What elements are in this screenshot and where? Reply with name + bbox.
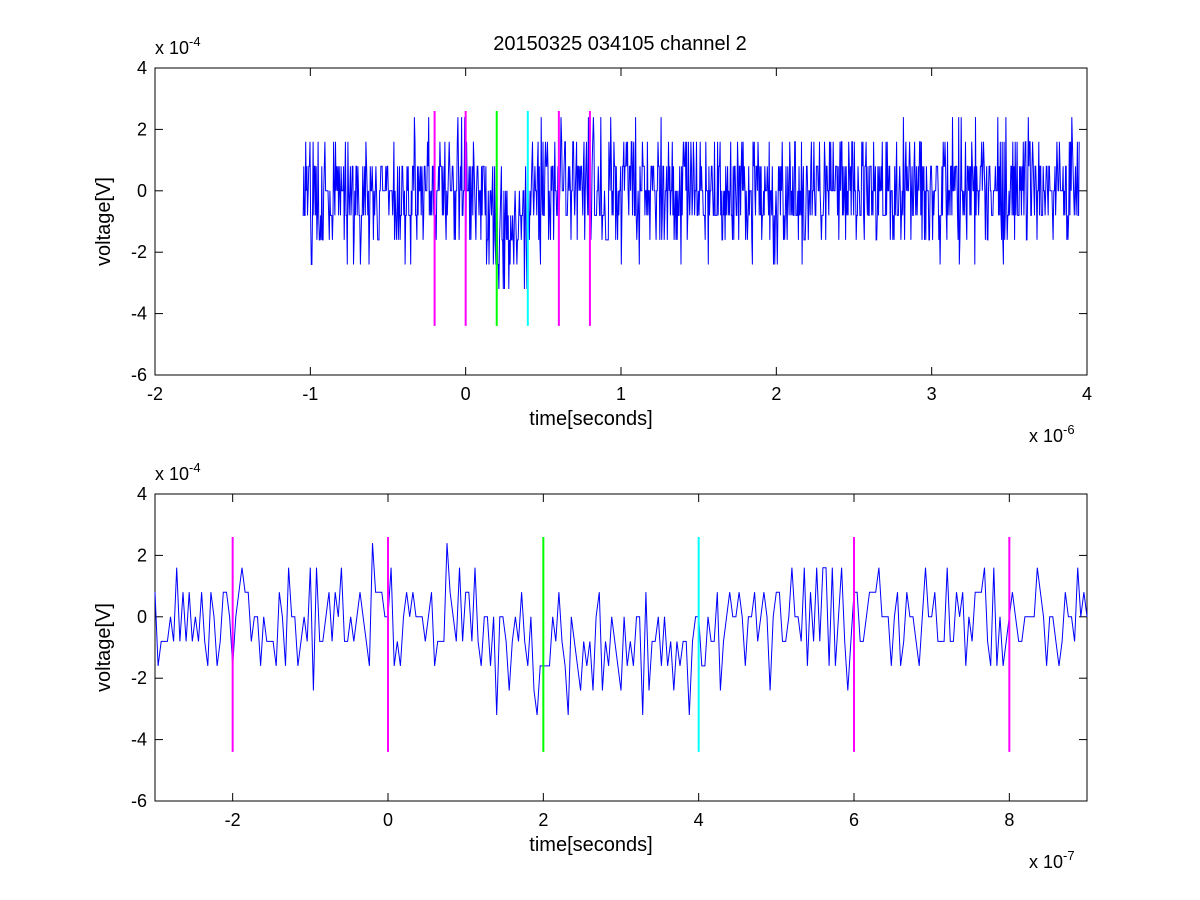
- x-tick-label: -2: [147, 384, 163, 404]
- x-tick-label: 4: [694, 810, 704, 830]
- x-tick-label: -2: [225, 810, 241, 830]
- x-multiplier: x 10-6: [1029, 422, 1075, 446]
- axes-box: [154, 493, 1088, 802]
- x-tick-label: 4: [1082, 384, 1092, 404]
- x-tick-label: 0: [383, 810, 393, 830]
- y-multiplier: x 10-4: [155, 460, 201, 484]
- y-multiplier-exponent: -4: [189, 34, 201, 49]
- figure-title: 20150325 034105 channel 2: [493, 33, 747, 55]
- y-axis-label: voltage[V]: [93, 603, 115, 692]
- x-tick-label: 0: [461, 384, 471, 404]
- signal-trace: [154, 543, 1088, 716]
- y-tick-label: 0: [137, 181, 147, 201]
- y-tick-label: -4: [131, 304, 147, 324]
- top-plot: -2 -1 0 1 2 3 4 -6 -4 -2 0 2 4 time[seconds] voltage[V…: [93, 34, 1092, 446]
- bottom-plot: -2 0 2 4 6 8 -6 -4 -2 0 2 4 time[seconds] voltage[V] x…: [93, 460, 1088, 872]
- x-tick-label: 2: [771, 384, 781, 404]
- y-axis-label: voltage[V]: [93, 177, 115, 266]
- x-axis-label: time[seconds]: [529, 834, 652, 856]
- y-multiplier-exponent: -4: [189, 460, 201, 475]
- y-tick-label: -2: [131, 668, 147, 688]
- signal-trace: [302, 117, 1080, 290]
- y-tick-label: -6: [131, 791, 147, 811]
- x-tick-label: 6: [849, 810, 859, 830]
- x-tick-label: 1: [616, 384, 626, 404]
- x-tick-label: 2: [538, 810, 548, 830]
- y-tick-label: -4: [131, 730, 147, 750]
- x-tick-label: 8: [1004, 810, 1014, 830]
- x-tick-label: -1: [302, 384, 318, 404]
- x-tick-label: 3: [927, 384, 937, 404]
- x-multiplier-exponent: -6: [1063, 422, 1075, 437]
- x-axis-label: time[seconds]: [529, 408, 652, 430]
- y-tick-label: -2: [131, 242, 147, 262]
- y-tick-label: 4: [137, 484, 147, 504]
- x-multiplier: x 10-7: [1029, 848, 1075, 872]
- y-tick-label: 2: [137, 119, 147, 139]
- y-tick-label: -6: [131, 365, 147, 385]
- x-multiplier-exponent: -7: [1063, 848, 1075, 863]
- y-multiplier: x 10-4: [155, 34, 201, 58]
- y-tick-label: 2: [137, 545, 147, 565]
- y-tick-label: 4: [137, 58, 147, 78]
- y-tick-label: 0: [137, 607, 147, 627]
